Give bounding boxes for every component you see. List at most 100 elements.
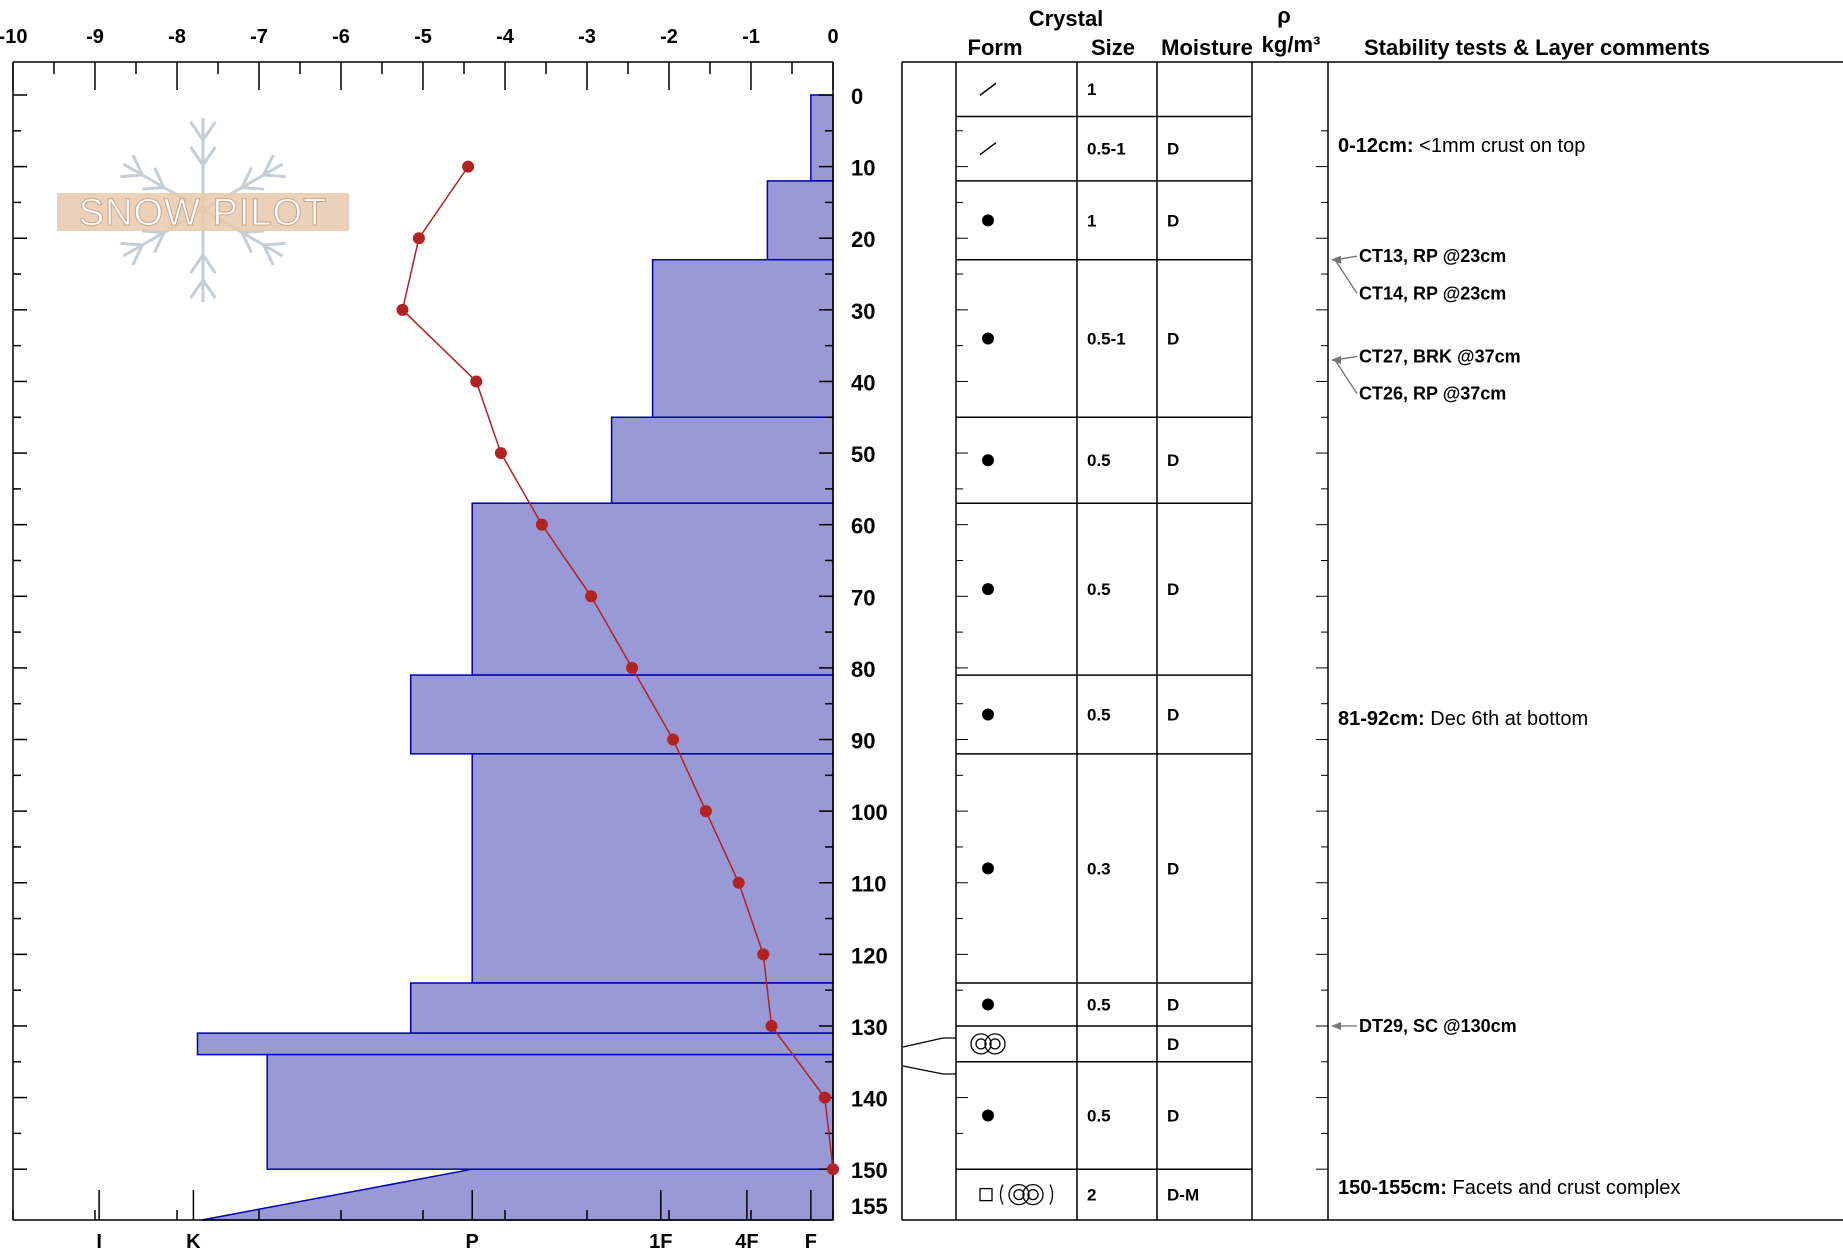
temp-tick-label: -2: [660, 26, 678, 48]
layer-moisture: D: [1167, 1106, 1179, 1125]
snowflake-branch: [153, 167, 166, 189]
temperature-point: [827, 1163, 839, 1176]
hardness-bar: [409, 674, 834, 755]
temp-tick-label: -4: [496, 26, 515, 48]
paren-right: [1049, 1184, 1054, 1205]
layer-moisture: D: [1167, 859, 1179, 878]
depth-tick-label: 130: [851, 1015, 888, 1040]
stability-test-label: CT26, RP @37cm: [1359, 384, 1506, 404]
depth-tick-label: 0: [851, 84, 863, 109]
layer-moisture: D: [1167, 211, 1179, 230]
layer-moisture: D: [1167, 451, 1179, 470]
header-density_unit: kg/m³: [1262, 32, 1321, 57]
rounded-grain-icon: [982, 1109, 994, 1122]
melt-ring-inner: [989, 1038, 1001, 1050]
rounded-grain-icon: [982, 998, 994, 1011]
melt-ring-inner: [1027, 1188, 1039, 1201]
layer-moisture: D: [1167, 329, 1179, 348]
temperature-series: [396, 160, 839, 1176]
depth-tick-label: 60: [851, 514, 875, 539]
snowflake-branch: [189, 120, 205, 141]
layer-size: 1: [1087, 80, 1096, 99]
layer-moisture: D: [1167, 140, 1179, 159]
hardness-bar: [810, 94, 834, 182]
snowflake-branch: [263, 173, 286, 179]
depth-tick-label: 20: [851, 227, 875, 252]
header-form: Form: [968, 35, 1023, 60]
layer-comments: 0-12cm: <1mm crust on top 81-92cm: Dec 6t…: [1331, 135, 1680, 1199]
temp-tick-label: -3: [578, 26, 596, 48]
depth-tick-label: 100: [851, 800, 888, 825]
header-crystal: Crystal: [1029, 6, 1104, 31]
hardness-bar: [766, 180, 834, 261]
snowflake-branch: [240, 231, 253, 253]
depth-tick-label: 10: [851, 156, 875, 181]
snowflake-branch: [141, 186, 165, 191]
hardness-bar: [610, 416, 834, 504]
layer-size: 0.5: [1087, 451, 1111, 470]
layer-size: 0.3: [1087, 859, 1111, 878]
snowflake-branch: [241, 186, 265, 191]
stability-test-label: CT27, BRK @37cm: [1359, 346, 1521, 366]
temperature-point: [699, 805, 712, 818]
temperature-point: [494, 447, 507, 460]
layer-connector: [902, 1037, 956, 1048]
rounded-grain-icon: [982, 332, 994, 345]
hardness-wedge: [201, 1168, 834, 1221]
layer-moisture: D-M: [1167, 1186, 1199, 1205]
layer-size: 1: [1087, 211, 1096, 230]
layer-comment-text: Facets and crust complex: [1447, 1177, 1680, 1199]
snowflake-branch: [131, 154, 144, 176]
layer-moisture: D: [1167, 705, 1179, 724]
temperature-point: [535, 518, 548, 531]
rounded-grain-icon: [982, 454, 994, 467]
temperature-point: [757, 948, 770, 961]
snowflake-branch: [262, 244, 275, 266]
layer-size: 0.5: [1087, 580, 1111, 599]
temp-tick-label: -6: [332, 26, 350, 48]
layer-comment-range: 81-92cm:: [1338, 708, 1425, 730]
temp-tick-label: -1: [742, 26, 760, 48]
depth-tick-label: 140: [851, 1087, 888, 1112]
snowflake-branch: [141, 229, 165, 234]
melt-ring-outer: [984, 1033, 1006, 1055]
depth-tick-label: 40: [851, 370, 875, 395]
snowflake-branch: [189, 254, 205, 275]
layer-comment-text: Dec 6th at bottom: [1425, 708, 1588, 730]
layer-connector: [902, 1065, 956, 1075]
snow-pilot-logo: SNOW PILOT: [57, 118, 349, 302]
melt-ring-outer: [1008, 1183, 1030, 1206]
hardness-bar: [471, 502, 834, 676]
melt-ring-inner: [975, 1038, 987, 1050]
temperature-point: [818, 1091, 831, 1104]
temp-tick-label: -9: [86, 26, 104, 48]
precip-particle-icon: [979, 142, 997, 156]
layer-size: 2: [1087, 1186, 1096, 1205]
hardness-bar: [471, 753, 834, 984]
layer-comment: 0-12cm: <1mm crust on top: [1338, 135, 1585, 157]
depth-axis: 0 10 20 30 40 50 60 70 80 90 100 110 120 130 140 150 155: [12, 62, 888, 1220]
stability-test-label: DT29, SC @130cm: [1359, 1016, 1517, 1036]
temp-tick-label: -10: [0, 26, 27, 48]
layer-moisture: D: [1167, 580, 1179, 599]
layer-comment-text: <1mm crust on top: [1414, 135, 1586, 157]
test-arrow-line: [1334, 259, 1358, 294]
logo-band: [57, 193, 349, 231]
hardness-tick-label: P: [466, 1231, 479, 1253]
hardness-tick-label: K: [186, 1231, 201, 1253]
stability-test-label: CT13, RP @23cm: [1359, 246, 1506, 266]
rounded-grain-icon: [982, 214, 994, 227]
layer-comment: 81-92cm: Dec 6th at bottom: [1338, 708, 1588, 730]
layer-comment: 150-155cm: Facets and crust complex: [1338, 1177, 1680, 1199]
hardness-profile: [196, 94, 834, 1221]
test-arrow-head: [1331, 255, 1341, 264]
temperature-point: [412, 232, 425, 245]
hardness-tick-label: 4F: [735, 1231, 758, 1253]
depth-tick-label: 150: [851, 1158, 888, 1183]
melt-ring-outer: [970, 1033, 992, 1055]
depth-tick-label: 120: [851, 943, 888, 968]
temp-tick-label: -5: [414, 26, 432, 48]
temperature-point: [667, 733, 680, 746]
